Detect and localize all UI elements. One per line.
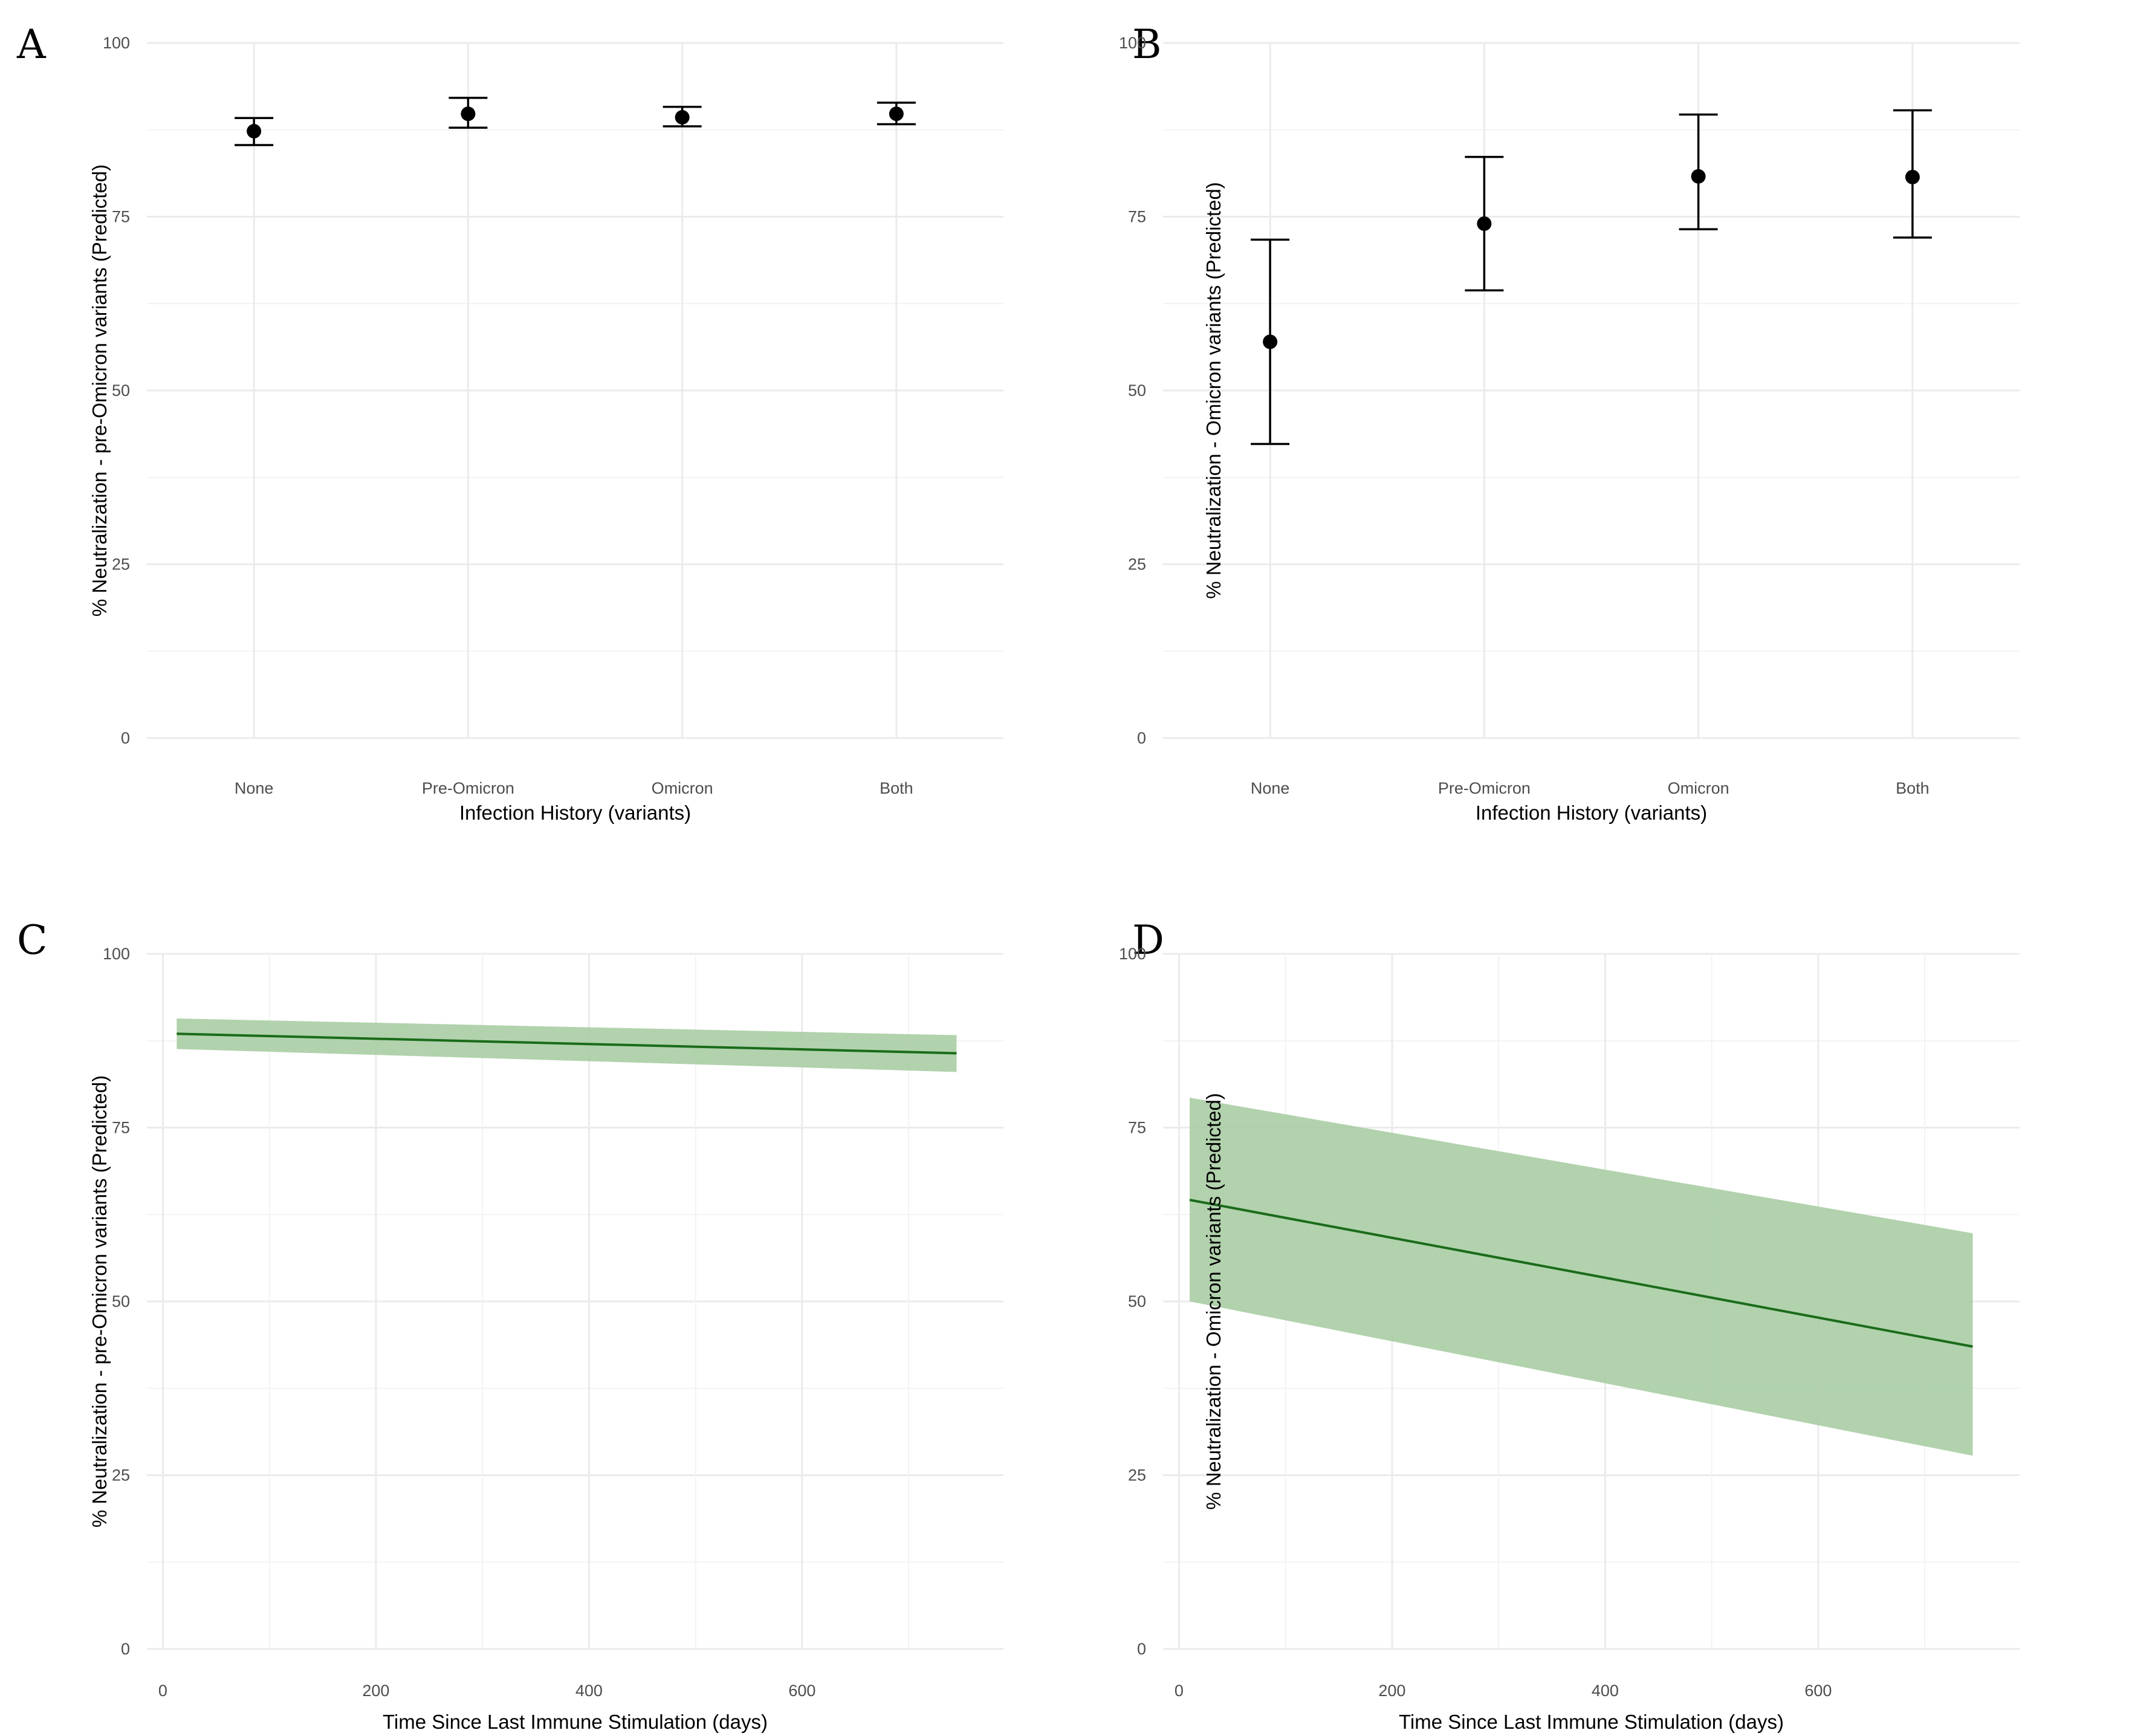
y-tick-label: 25	[112, 1466, 130, 1485]
confidence-ribbon	[1190, 1098, 1973, 1456]
fitted-line	[1189, 1199, 1973, 1348]
fitted-line	[177, 1032, 957, 1055]
y-tick-label: 50	[1128, 381, 1146, 400]
panel-a: A 0 25 50 75 100 None Pre-Omicron Omicron Both I…	[0, 0, 1064, 868]
y-tick-label: 50	[1128, 1292, 1146, 1310]
panel-letter-b: B	[1132, 21, 1162, 68]
data-point	[1263, 334, 1278, 349]
x-tick-label: None	[1251, 779, 1290, 797]
y-tick-label: 25	[1128, 1466, 1146, 1485]
gridlines-a	[147, 42, 1003, 739]
y-tick-label: 75	[1128, 208, 1146, 226]
x-tick-label: 200	[362, 1682, 389, 1700]
panel-letter-d: D	[1132, 917, 1164, 964]
y-tick-label: 50	[112, 1292, 130, 1310]
x-tick-label: 400	[1592, 1682, 1619, 1700]
gridlines-b	[1163, 42, 2020, 739]
x-tick-label: 600	[1804, 1682, 1832, 1700]
marks-d	[1189, 1098, 1973, 1456]
data-point	[461, 106, 476, 121]
x-tick-label: Pre-Omicron	[1438, 779, 1531, 797]
x-axis-title-d: Time Since Last Immune Stimulation (days…	[1399, 1711, 1784, 1733]
x-tick-label: 400	[575, 1682, 603, 1700]
x-tick-label: 0	[1175, 1682, 1184, 1700]
y-axis-title-a: % Neutralization - pre-Omicron variants …	[88, 164, 111, 617]
x-tick-label: Both	[880, 779, 913, 797]
x-axis-title-a: Infection History (variants)	[459, 802, 691, 824]
x-tick-label: None	[235, 779, 274, 797]
confidence-ribbon	[177, 1018, 957, 1072]
data-point	[1691, 169, 1706, 184]
panel-letter-a: A	[16, 21, 47, 68]
y-tick-label: 0	[121, 729, 130, 747]
x-tick-label: 200	[1378, 1682, 1405, 1700]
y-tick-label: 0	[1137, 729, 1146, 747]
y-axis-title-c: % Neutralization - pre-Omicron variants …	[88, 1075, 111, 1527]
y-tick-label: 0	[1137, 1640, 1146, 1658]
panel-d: D 0 25 50 75 100 0 200 400 600 Time Since Last I…	[1064, 868, 2129, 1736]
x-axis-title-b: Infection History (variants)	[1476, 802, 1707, 824]
panel-b: B 0 25 50 75 100 None Pre-Omicron Omicron Both I…	[1064, 0, 2129, 868]
x-tick-label: 600	[788, 1682, 815, 1700]
x-tick-label: Both	[1896, 779, 1930, 797]
y-tick-label: 75	[1128, 1119, 1146, 1137]
marks-a	[235, 97, 916, 146]
tick-labels-b: 0 25 50 75 100 None Pre-Omicron Omicron Both	[1119, 34, 1930, 797]
marks-c	[177, 1018, 957, 1072]
y-tick-label: 25	[1128, 555, 1146, 574]
data-point	[675, 110, 690, 125]
data-point	[889, 106, 904, 121]
data-point	[1477, 216, 1492, 231]
y-tick-label: 100	[1119, 34, 1146, 52]
panel-letter-c: C	[17, 917, 48, 964]
x-tick-label: Omicron	[1668, 779, 1729, 797]
y-tick-label: 100	[1119, 945, 1146, 963]
x-tick-label: Omicron	[652, 779, 713, 797]
marks-b	[1251, 109, 1932, 445]
y-tick-label: 25	[112, 555, 130, 574]
y-axis-title-b: % Neutralization - Omicron variants (Pre…	[1202, 182, 1225, 599]
y-tick-label: 75	[112, 208, 130, 226]
y-tick-label: 100	[103, 34, 130, 52]
x-tick-label: 0	[158, 1682, 167, 1700]
chart-b-svg: B 0 25 50 75 100 None Pre-Omicron Omicron Both I…	[1119, 21, 2020, 824]
data-point	[1905, 169, 1920, 184]
chart-a-svg: A 0 25 50 75 100 None Pre-Omicron Omicron Both I…	[16, 21, 1003, 824]
y-axis-title-d: % Neutralization - Omicron variants (Pre…	[1202, 1093, 1225, 1510]
y-tick-label: 75	[112, 1119, 130, 1137]
data-point	[247, 124, 262, 139]
tick-labels-c: 0 25 50 75 100 0 200 400 600	[103, 945, 815, 1700]
y-tick-label: 100	[103, 945, 130, 963]
chart-c-svg: C 0 25 50 75 100 0 200 400 600 Time Since Last I…	[17, 917, 1003, 1733]
y-tick-label: 50	[112, 381, 130, 400]
y-tick-label: 0	[121, 1640, 130, 1658]
x-axis-title-c: Time Since Last Immune Stimulation (days…	[383, 1711, 768, 1733]
tick-labels-d: 0 25 50 75 100 0 200 400 600	[1119, 945, 1832, 1700]
tick-labels-a: 0 25 50 75 100 None Pre-Omicron Omicron Both	[103, 34, 913, 797]
chart-d-svg: D 0 25 50 75 100 0 200 400 600 Time Since Last I…	[1119, 917, 2020, 1733]
x-tick-label: Pre-Omicron	[422, 779, 514, 797]
panel-c: C 0 25 50 75 100 0 200 400 600 Time Since Last I…	[0, 868, 1064, 1736]
